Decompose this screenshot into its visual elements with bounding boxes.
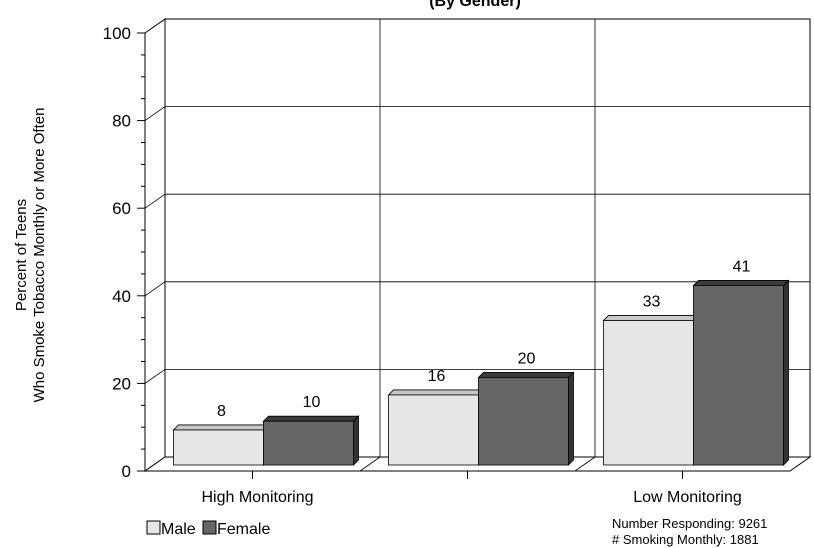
legend-swatch-female <box>202 520 217 535</box>
bar-side <box>783 279 789 466</box>
y-axis-title-line2: Who Smoke Tobacco Monthly or More Often <box>31 108 48 403</box>
legend: Male Female <box>146 520 270 538</box>
legend-label-female: Female <box>217 521 270 538</box>
bar-female <box>477 371 575 466</box>
gridline-side <box>144 281 166 297</box>
data-label: 8 <box>217 403 226 420</box>
legend-label-male: Male <box>161 521 196 538</box>
bar-front <box>603 320 694 466</box>
bar-top <box>387 389 485 396</box>
data-label: 41 <box>733 258 751 275</box>
footnote-responding: Number Responding: 9261 <box>612 516 767 531</box>
bar-male <box>172 423 270 466</box>
bar-top <box>172 424 270 431</box>
labels: High Monitoring Low Monitoring 8 10 16 20 33 41 <box>201 258 750 506</box>
footnote-smoking: # Smoking Monthly: 1881 <box>612 532 759 547</box>
bar-male <box>387 388 485 466</box>
bar-top <box>262 415 360 422</box>
data-label: 10 <box>303 394 321 411</box>
y-tick-label: 60 <box>112 199 131 218</box>
bar-female <box>262 415 360 466</box>
y-axis-title: Percent of Teens Who Smoke Tobacco Month… <box>13 108 48 403</box>
bar-front <box>388 394 479 466</box>
bar-front <box>173 429 264 466</box>
data-label: 20 <box>518 350 536 367</box>
chart-title: (By Gender) <box>429 0 521 10</box>
bar-front <box>693 285 784 466</box>
bar-front <box>263 420 354 466</box>
axes: 0 20 40 60 80 100 <box>103 24 790 481</box>
gridline-side <box>144 193 166 209</box>
bar-side <box>353 415 359 466</box>
gridline-side <box>144 106 166 121</box>
bar-top <box>477 371 575 378</box>
data-label: 16 <box>428 368 446 385</box>
y-tick-label: 100 <box>103 24 131 43</box>
legend-swatch-male <box>146 520 161 535</box>
floor-divider <box>574 456 596 472</box>
y-tick-label: 40 <box>112 287 131 306</box>
x-tick-label: High Monitoring <box>201 489 313 506</box>
y-axis-title-line1: Percent of Teens <box>13 199 30 311</box>
gridline-side <box>144 369 166 384</box>
bar-male <box>602 314 700 466</box>
x-tick-label: Low Monitoring <box>633 489 742 506</box>
data-label: 33 <box>643 293 661 310</box>
bar-side <box>568 371 574 466</box>
y-tick-label: 0 <box>122 462 131 481</box>
y-tick-label: 20 <box>112 374 131 393</box>
y-tick-label: 80 <box>112 112 131 131</box>
bar-top <box>692 280 790 286</box>
bar-top <box>602 315 700 321</box>
bar-front <box>478 376 569 466</box>
bars <box>172 279 790 466</box>
floor-divider <box>359 456 381 472</box>
side-wall <box>144 18 166 472</box>
bar-female <box>692 279 790 466</box>
